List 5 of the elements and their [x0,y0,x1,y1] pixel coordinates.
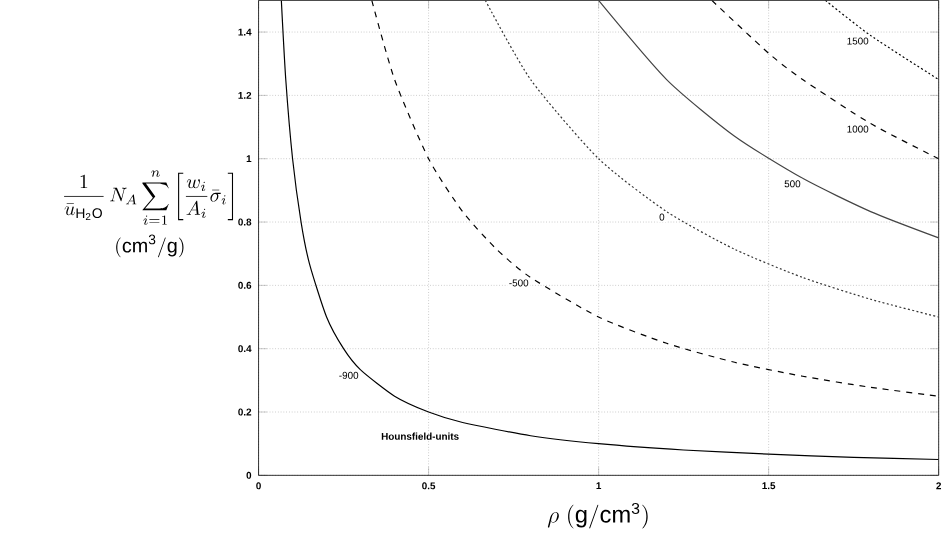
line-series [484,0,939,318]
line-series [280,0,939,461]
y-axis-title: $\begin{gathered}\frac{1}{\bar{u}_{\mathrm{H_2O}}}\,N_A\sum_{i=1}^{n}\left[\frac{w_i}{A_i}\bar{\sigma}_i\right]\\ (\mathrm{cm^3/g})\end{gathered}$ [64,170,234,258]
x-axis-title: $\rho\ (\mathrm{g/cm^3})$ [547,503,648,529]
line-series [598,0,939,239]
